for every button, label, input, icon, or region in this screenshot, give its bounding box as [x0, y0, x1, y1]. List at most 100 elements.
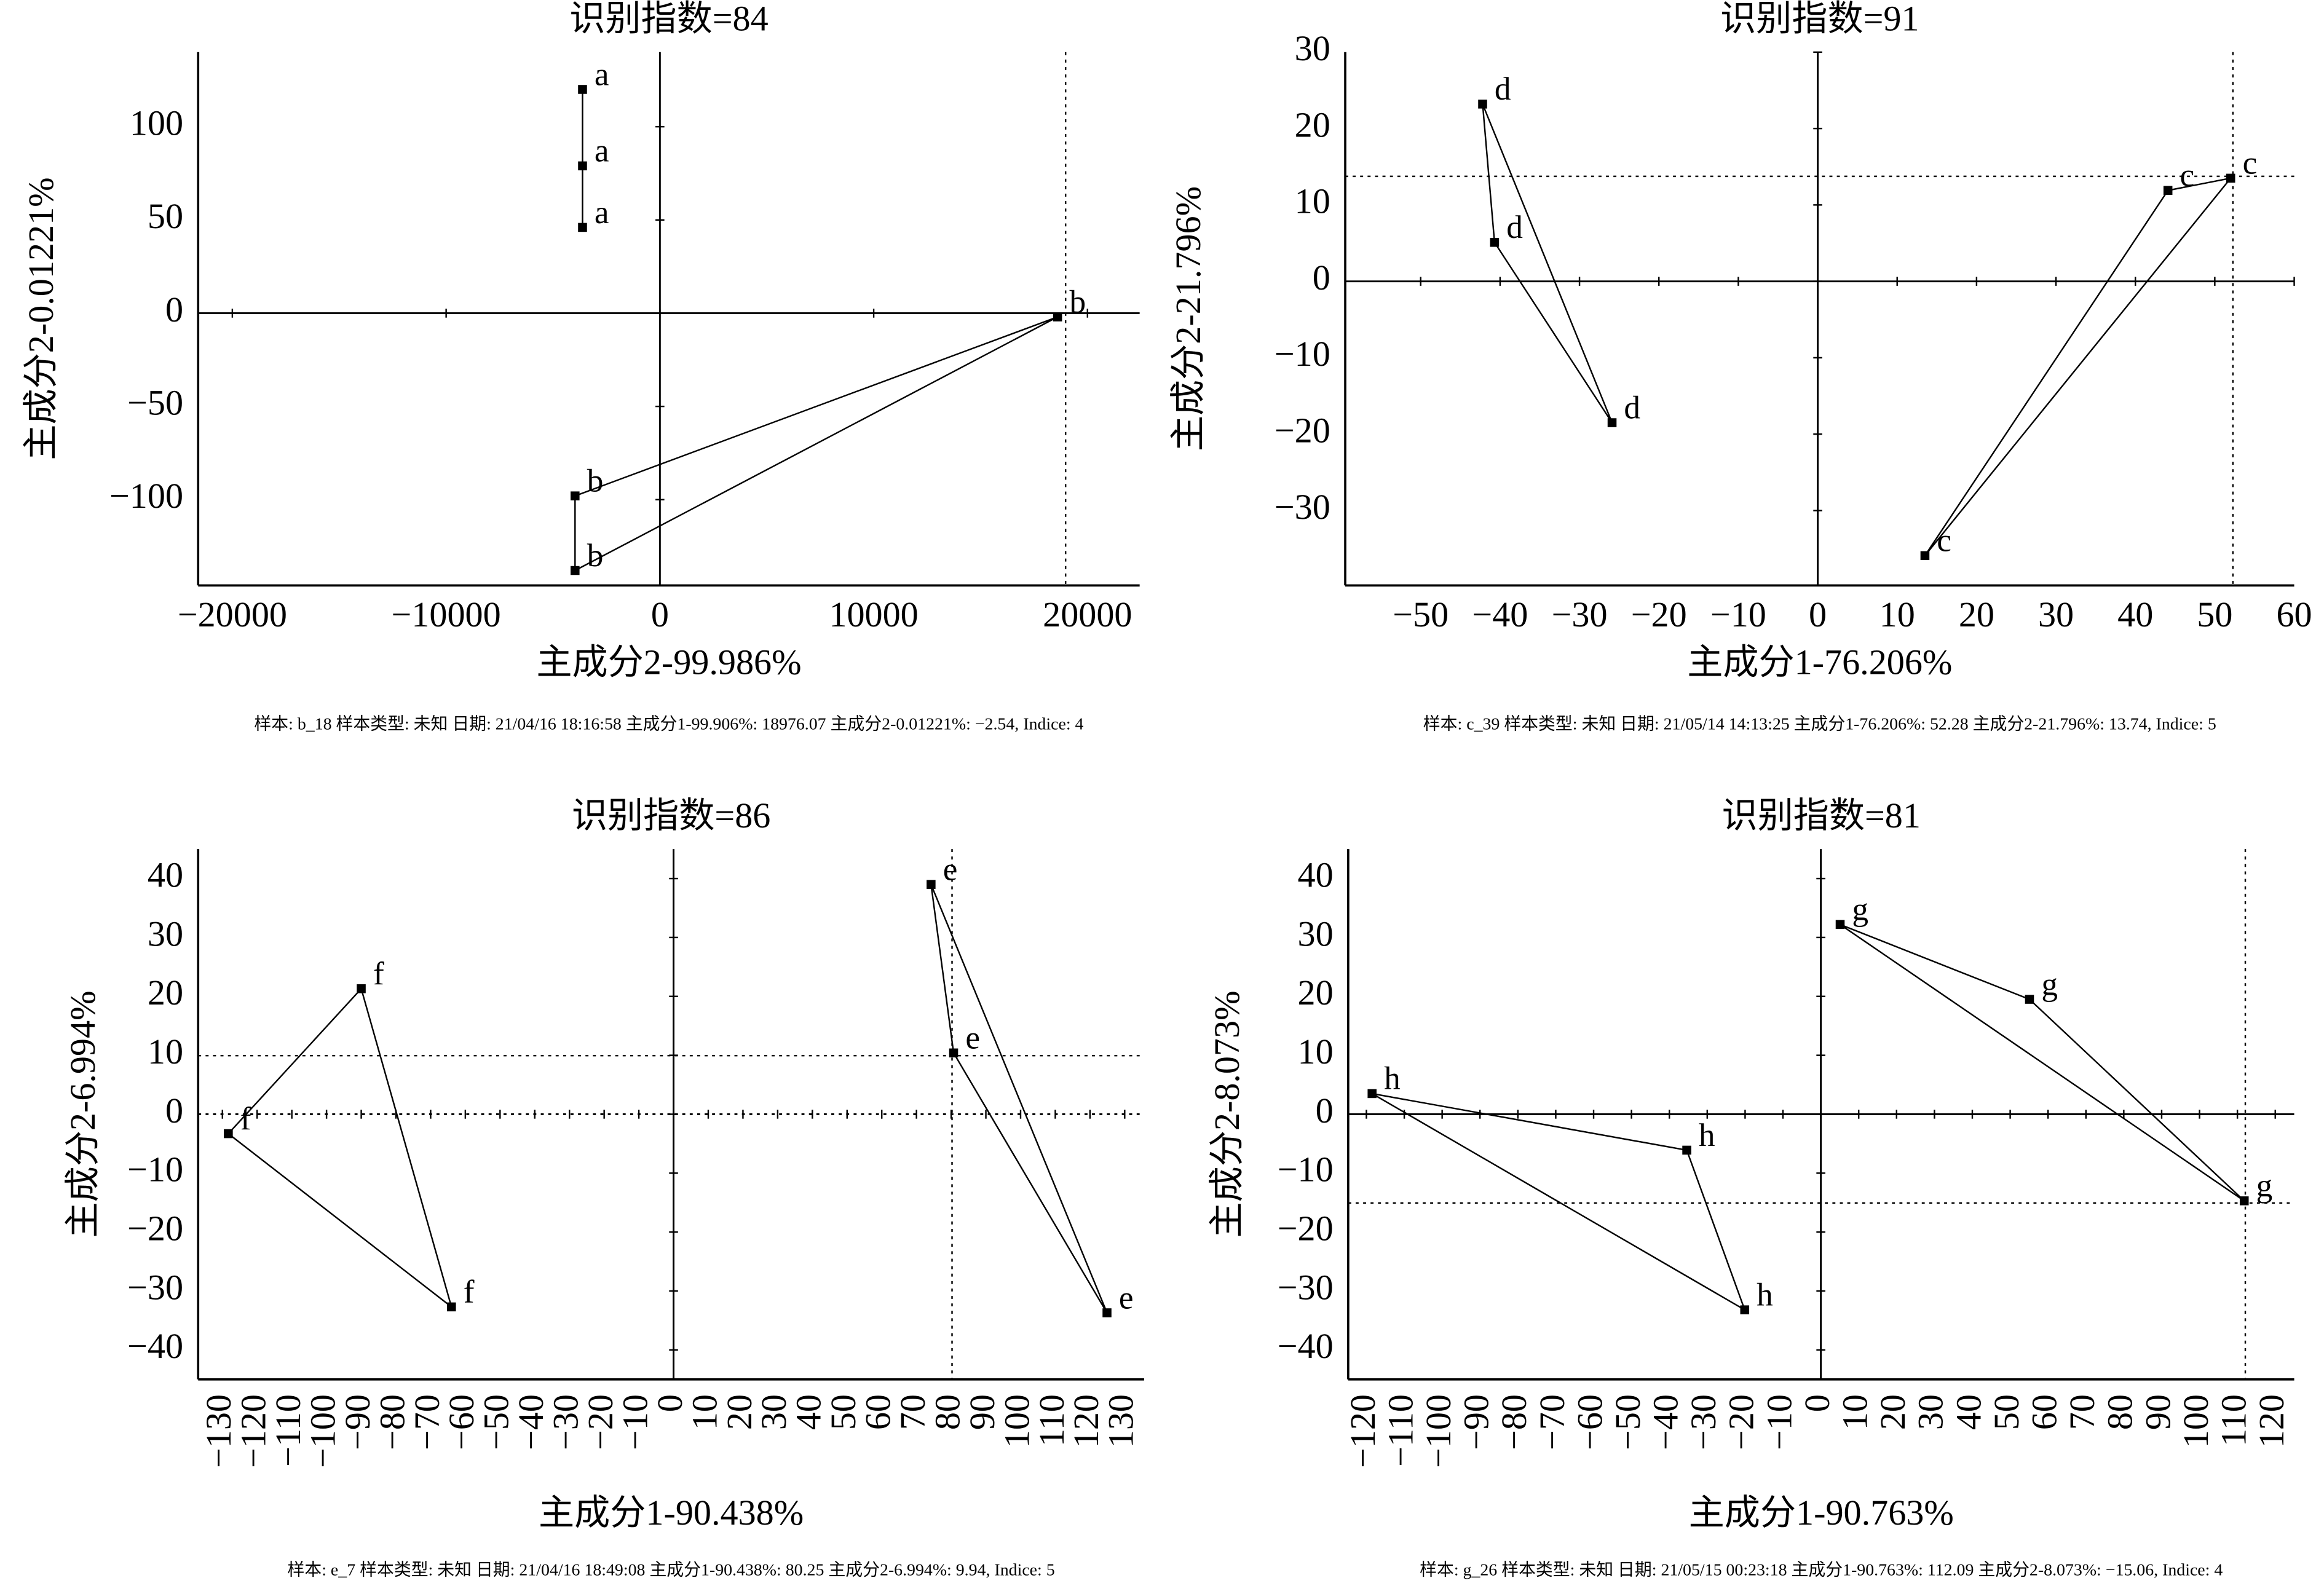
- point: [949, 1048, 958, 1058]
- point-label: h: [1757, 1277, 1773, 1313]
- x-tick-label: 0: [650, 1394, 690, 1412]
- chart-title: 识别指数=86: [572, 795, 771, 835]
- x-tick-label: −40: [1646, 1394, 1686, 1450]
- x-tick-label: −10000: [392, 594, 501, 634]
- point: [1682, 1145, 1691, 1155]
- x-tick-label: −60: [1570, 1394, 1610, 1450]
- x-tick-label: −50: [476, 1394, 516, 1450]
- group-polygon: [1840, 923, 2245, 1202]
- group-polygon: [1482, 103, 1613, 424]
- point-label: g: [2041, 966, 2058, 1002]
- y-tick-label: −50: [127, 382, 183, 422]
- point: [578, 223, 587, 232]
- point: [1920, 551, 1930, 561]
- y-tick-label: 30: [1298, 914, 1334, 953]
- y-tick-label: −20: [127, 1208, 183, 1248]
- point: [571, 491, 580, 500]
- x-tick-label: 70: [2062, 1394, 2102, 1430]
- y-tick-label: −30: [127, 1267, 183, 1307]
- x-tick-label: 80: [927, 1394, 967, 1430]
- chart-title: 识别指数=84: [569, 0, 769, 39]
- x-tick-label: −40: [1472, 594, 1528, 634]
- x-tick-label: −30: [546, 1394, 586, 1450]
- x-tick-label: 110: [2213, 1394, 2253, 1447]
- x-tick-label: 0: [651, 594, 669, 634]
- x-tick-label: 40: [2117, 594, 2153, 634]
- x-tick-label: −70: [1532, 1394, 1572, 1450]
- chart-title: 识别指数=91: [1720, 0, 1919, 39]
- y-axis-label: 主成分2-6.994%: [63, 990, 103, 1238]
- point: [1367, 1089, 1377, 1099]
- group-polygon: [1372, 1092, 1747, 1312]
- x-tick-label: 80: [2100, 1394, 2140, 1430]
- x-tick-label: 50: [1986, 1394, 2026, 1430]
- x-tick-label: 20: [1959, 594, 1994, 634]
- chart-title: 识别指数=81: [1721, 795, 1921, 835]
- point-label: a: [595, 133, 609, 169]
- group-polygon: [930, 884, 1108, 1314]
- x-tick-label: −70: [407, 1394, 447, 1450]
- point-label: h: [1699, 1117, 1715, 1153]
- point: [357, 984, 366, 993]
- point: [1607, 418, 1617, 427]
- x-tick-label: −120: [234, 1394, 274, 1468]
- point: [2163, 186, 2173, 195]
- point-label: f: [464, 1274, 475, 1310]
- y-tick-label: 20: [1298, 973, 1334, 1013]
- y-axis-label: 主成分2-21.796%: [1168, 186, 1208, 451]
- x-axis-label: 主成分2-99.986%: [536, 642, 801, 682]
- point: [578, 161, 587, 171]
- x-tick-label: −20: [1631, 594, 1687, 634]
- point-label: g: [1852, 891, 1868, 928]
- x-tick-label: 0: [1809, 594, 1827, 634]
- group-polygon: [1924, 177, 2233, 556]
- y-tick-label: 40: [1298, 855, 1334, 894]
- x-tick-label: −20: [1721, 1394, 1761, 1450]
- x-tick-label: −120: [1343, 1394, 1383, 1468]
- point-label: d: [1624, 389, 1640, 425]
- y-tick-label: 0: [1313, 258, 1330, 298]
- y-tick-label: −40: [127, 1326, 183, 1366]
- x-tick-label: 40: [789, 1394, 829, 1430]
- x-tick-label: −10: [615, 1394, 655, 1450]
- x-tick-label: −30: [1683, 1394, 1723, 1450]
- y-tick-label: 30: [1295, 28, 1330, 68]
- x-tick-label: −60: [441, 1394, 481, 1450]
- x-tick-label: 10: [1879, 594, 1915, 634]
- point: [224, 1129, 233, 1139]
- y-tick-label: −10: [1275, 334, 1330, 374]
- x-tick-label: 90: [2138, 1394, 2178, 1430]
- x-tick-label: 20: [719, 1394, 759, 1430]
- y-tick-label: −30: [1275, 487, 1330, 527]
- x-tick-label: 60: [858, 1394, 898, 1430]
- x-tick-label: −10: [1710, 594, 1766, 634]
- x-tick-label: −110: [268, 1394, 308, 1467]
- x-tick-label: 50: [823, 1394, 863, 1430]
- point-label: f: [240, 1100, 251, 1137]
- point-label: e: [965, 1020, 980, 1056]
- point: [447, 1302, 456, 1312]
- x-tick-label: −50: [1608, 1394, 1648, 1450]
- point-label: a: [595, 56, 609, 92]
- x-tick-label: −10: [1759, 1394, 1799, 1450]
- y-tick-label: 50: [148, 196, 183, 236]
- y-tick-label: 10: [1295, 181, 1330, 221]
- y-tick-label: 100: [130, 103, 183, 143]
- y-tick-label: −40: [1278, 1326, 1334, 1366]
- point: [927, 880, 936, 889]
- x-tick-label: −20000: [178, 594, 287, 634]
- y-tick-label: 0: [1316, 1091, 1334, 1131]
- y-tick-label: 20: [148, 973, 183, 1013]
- x-tick-label: 130: [1101, 1394, 1141, 1448]
- y-tick-label: 10: [148, 1032, 183, 1072]
- x-tick-label: −90: [338, 1394, 377, 1450]
- point: [2239, 1196, 2249, 1206]
- x-tick-label: 110: [1032, 1394, 1072, 1447]
- caption: 样本: e_7 样本类型: 未知 日期: 21/04/16 18:49:08 主…: [288, 1560, 1055, 1580]
- x-tick-label: −50: [1393, 594, 1449, 634]
- x-tick-label: 10: [684, 1394, 724, 1430]
- x-tick-label: 20: [1873, 1394, 1913, 1430]
- point: [1102, 1308, 1112, 1317]
- y-tick-label: −10: [127, 1150, 183, 1190]
- point: [1478, 100, 1487, 109]
